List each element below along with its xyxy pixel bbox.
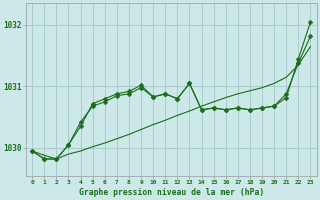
X-axis label: Graphe pression niveau de la mer (hPa): Graphe pression niveau de la mer (hPa) <box>79 188 264 197</box>
